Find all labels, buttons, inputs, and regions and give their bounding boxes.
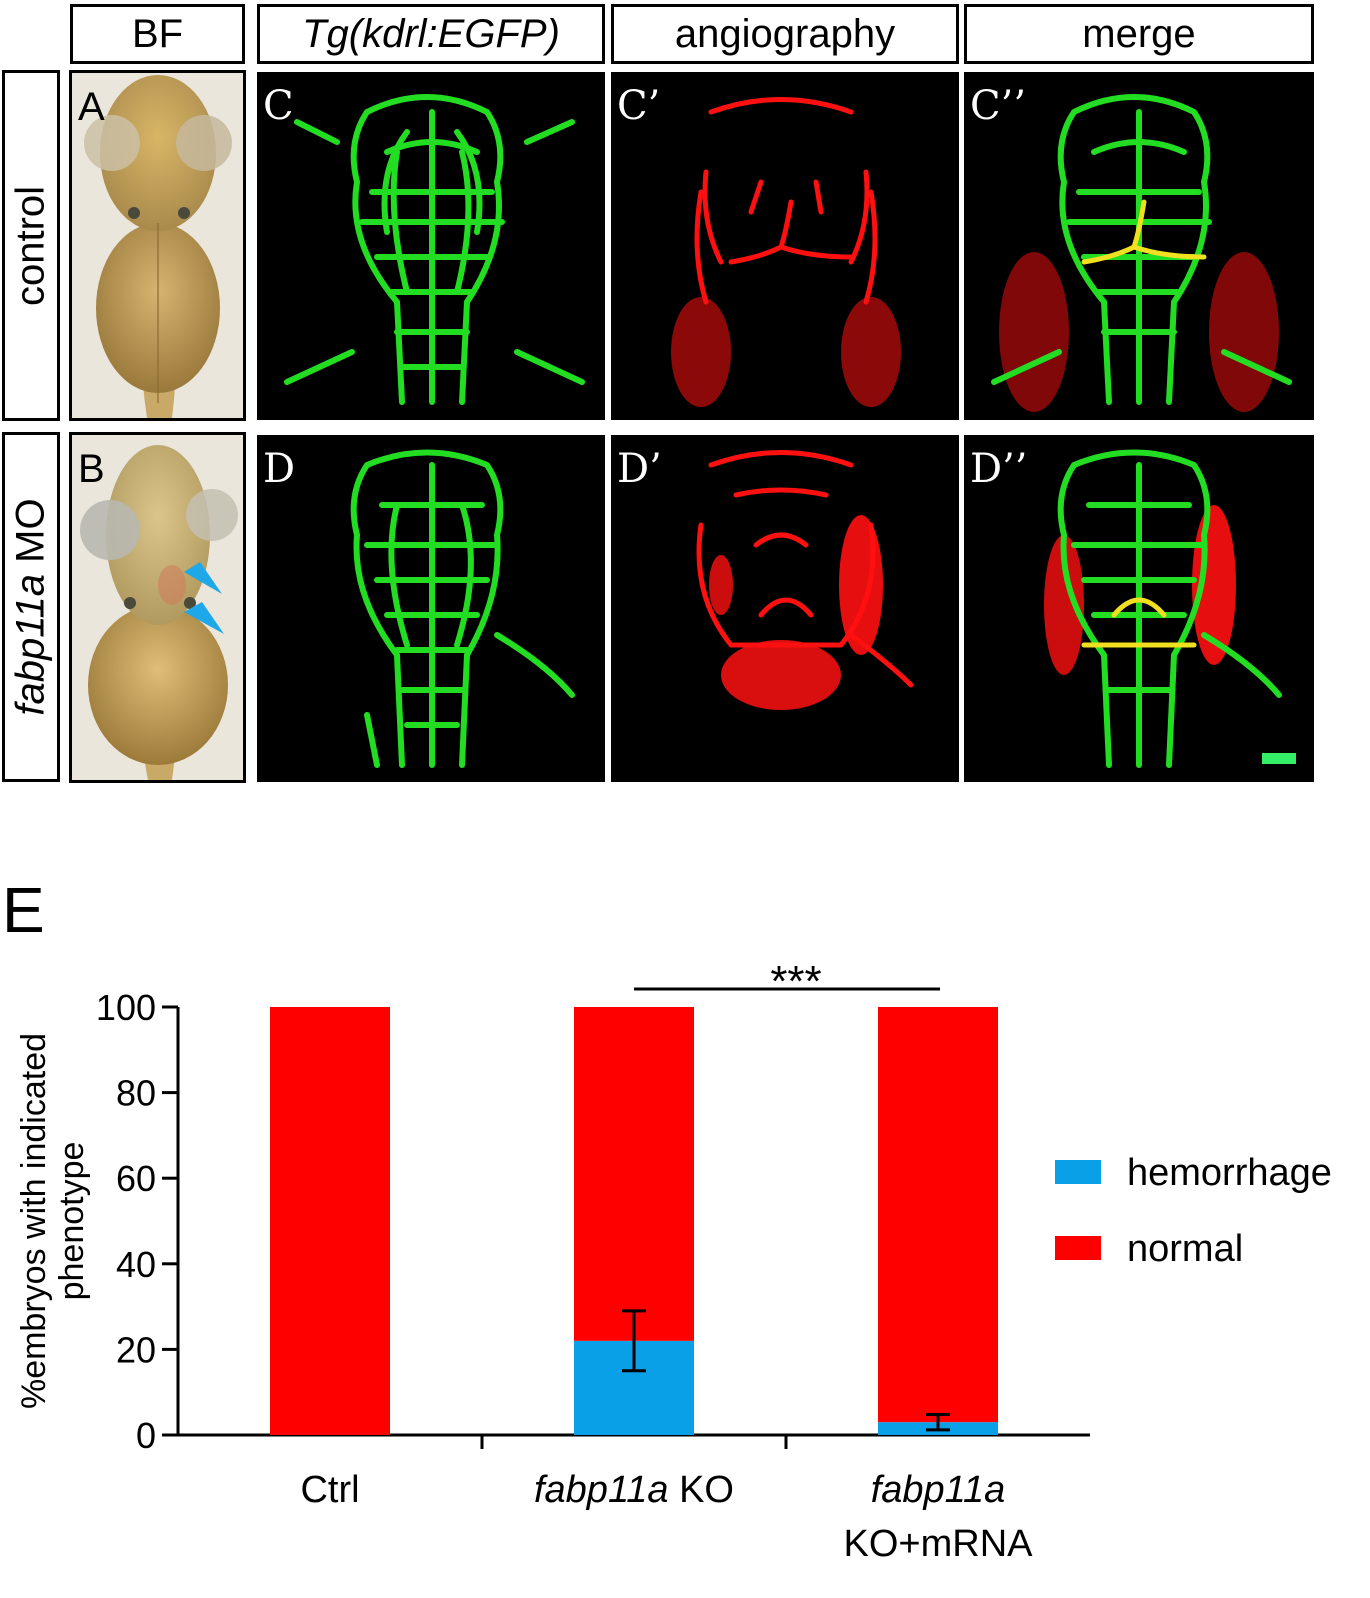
panel-label-d2: D’’: [970, 446, 1028, 492]
column-header-merge: merge: [964, 4, 1314, 64]
panel-label-a: A: [78, 85, 105, 129]
y-tick-label: 0: [136, 1415, 156, 1456]
x-tick-label-rest: KO: [669, 1469, 734, 1511]
larva-bf-mo: [72, 435, 243, 780]
row-label-suffix: MO: [8, 498, 53, 574]
legend-label-hemorrhage: hemorrhage: [1127, 1152, 1332, 1194]
image-d1-angiography: D’: [611, 435, 959, 782]
y-tick-label: 100: [96, 987, 156, 1028]
legend-label-normal: normal: [1127, 1228, 1243, 1270]
x-tick-label-italic: fabp11a: [534, 1469, 669, 1511]
legend-swatch-normal: [1055, 1236, 1101, 1260]
vessels-angio-mo: [696, 450, 914, 710]
panel-label-d1: D’: [617, 446, 662, 492]
bar-normal: [878, 1007, 998, 1423]
row-label-fabp11a-mo: fabp11a MO: [2, 432, 60, 782]
vessels-gfp-mo: [350, 449, 575, 768]
image-c1-angiography: C’: [611, 72, 959, 420]
row-label-control: control: [2, 70, 60, 421]
panel-label-c1: C’: [617, 83, 661, 129]
legend: hemorrhage normal: [1055, 1152, 1332, 1270]
hemorrhage-arrowheads: [184, 562, 224, 634]
bf-image-fabp11a-mo: B: [69, 432, 246, 783]
vessels-gfp-control: [284, 94, 585, 405]
bar-normal: [270, 1007, 390, 1435]
row-label-gene: fabp11a: [8, 573, 53, 716]
bar-normal: [574, 1007, 694, 1341]
vessels-merge-control: [991, 94, 1292, 412]
vessels-angio-control: [671, 97, 901, 407]
x-tick-label: fabp11a: [871, 1469, 1006, 1511]
chart-e: E %embryos with indicatedphenotype 0 20 40…: [2, 874, 1332, 1565]
column-header-tg: Tg(kdrl:EGFP): [257, 4, 605, 64]
arrowhead-upper-icon: [184, 562, 222, 594]
significance: ***: [634, 957, 940, 1006]
x-tick-label: Ctrl: [300, 1469, 359, 1511]
error-bars: [622, 1309, 950, 1432]
x-tick-label: fabp11a KO: [534, 1469, 734, 1511]
y-tick-label: 80: [116, 1073, 156, 1114]
column-header-bf: BF: [70, 4, 245, 64]
bf-image-control: A: [69, 70, 246, 421]
bars: [270, 1007, 998, 1435]
legend-swatch-hemorrhage: [1055, 1160, 1101, 1184]
panel-label-e: E: [2, 874, 45, 946]
scale-bar: [1262, 753, 1296, 764]
x-tick-label-line2: KO+mRNA: [844, 1523, 1034, 1565]
y-tick-label: 60: [116, 1158, 156, 1199]
y-tick-label: 20: [116, 1329, 156, 1370]
image-c2-merge: C’’: [964, 72, 1314, 420]
arrowhead-lower-icon: [184, 602, 224, 634]
panel-label-c: C: [263, 83, 294, 129]
panel-label-b: B: [78, 447, 105, 491]
larva-bf-control: [72, 73, 243, 418]
y-axis-label: %embryos with indicatedphenotype: [15, 1033, 91, 1409]
y-axis-label-line2: phenotype: [53, 1142, 91, 1301]
y-tick-label: 40: [116, 1244, 156, 1285]
x-tick-label-italic: fabp11a: [871, 1469, 1006, 1511]
significance-stars: ***: [770, 957, 821, 1006]
image-c-gfp: C: [257, 72, 605, 420]
y-axis-label-line1: %embryos with indicated: [15, 1033, 53, 1409]
panel-label-d: D: [263, 446, 296, 492]
image-d2-merge: D’’: [964, 435, 1314, 782]
column-header-angiography: angiography: [611, 4, 959, 64]
vessels-merge-mo: [1044, 449, 1296, 768]
panel-label-c2: C’’: [970, 83, 1027, 129]
image-d-gfp: D: [257, 435, 605, 782]
